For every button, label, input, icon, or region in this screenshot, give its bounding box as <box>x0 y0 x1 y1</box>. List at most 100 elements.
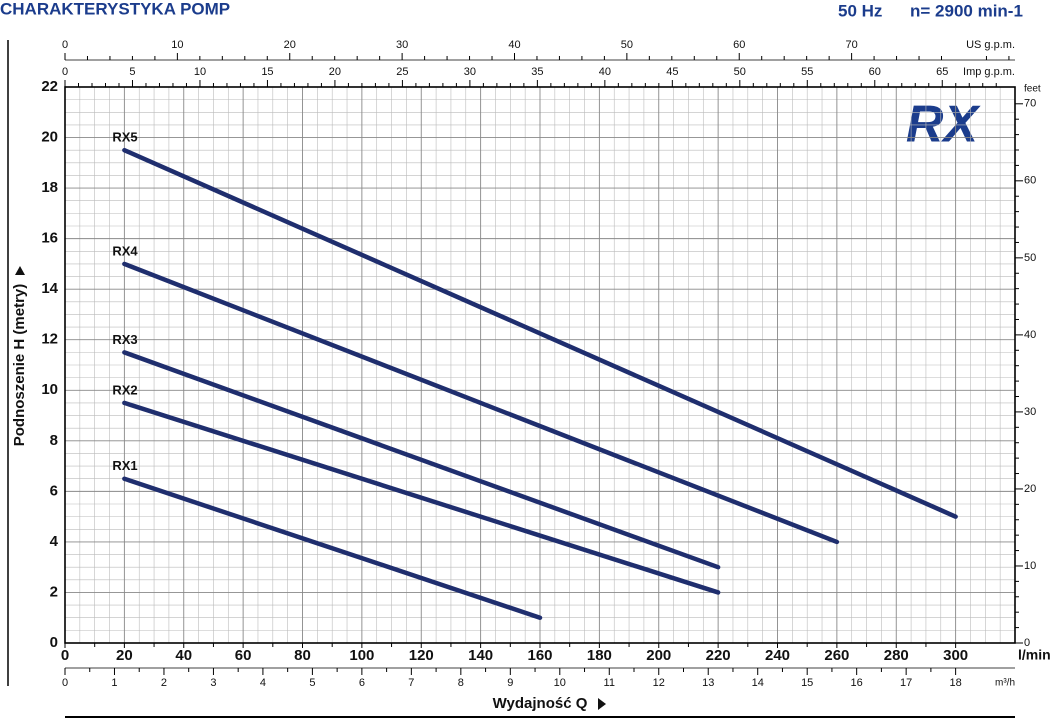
bottom-tick-label: 18 <box>950 677 962 689</box>
bottom-tick-label: 16 <box>851 677 863 689</box>
arrow <box>598 698 606 710</box>
y-tick-label: 18 <box>41 179 58 196</box>
top-tick-label: 40 <box>508 39 520 51</box>
top-tick-label: 60 <box>733 39 745 51</box>
top-tick-label: 5 <box>129 66 135 78</box>
series-line <box>122 261 840 545</box>
series-label: RX2 <box>112 382 137 397</box>
y-tick-label: 14 <box>41 280 58 297</box>
x-tick-label: 300 <box>943 647 968 664</box>
top-tick-label: 30 <box>464 66 476 78</box>
x-tick-label: 220 <box>706 647 731 664</box>
chart-title: CHARAKTERYSTYKA POMP <box>0 0 230 18</box>
top-tick-label: 25 <box>396 66 408 78</box>
series-line <box>122 147 958 519</box>
top-tick-label: 65 <box>936 66 948 78</box>
series-label: RX1 <box>112 458 137 473</box>
series-line <box>122 350 721 570</box>
x-tick-label: 260 <box>824 647 849 664</box>
series-label: RX4 <box>112 243 138 258</box>
bottom-tick-label: 7 <box>408 677 414 689</box>
bottom-tick-label: 2 <box>161 677 167 689</box>
top-tick-label: 30 <box>396 39 408 51</box>
top-tick-label: 60 <box>869 66 881 78</box>
bottom-tick-label: 0 <box>62 677 68 689</box>
x-tick-label: 20 <box>116 647 133 664</box>
x-tick-label: 160 <box>527 647 552 664</box>
top-tick-label: 20 <box>284 39 296 51</box>
top-tick-label: 15 <box>261 66 273 78</box>
top-tick-label: 10 <box>194 66 206 78</box>
frequency: 50 Hz <box>838 1 882 20</box>
bottom-axis-unit: m³/h <box>995 678 1015 689</box>
top-tick-label: 50 <box>621 39 633 51</box>
y-tick-label: 10 <box>41 381 58 398</box>
y-tick-label: 6 <box>50 482 58 499</box>
x-tick-label: 240 <box>765 647 790 664</box>
series-line <box>122 476 543 620</box>
y2-unit: feet <box>1024 84 1041 95</box>
x-tick-label: 60 <box>235 647 252 664</box>
top-tick-label: 0 <box>62 66 68 78</box>
bottom-tick-label: 6 <box>359 677 365 689</box>
x-tick-label: 200 <box>646 647 671 664</box>
y-tick-label: 4 <box>50 533 59 550</box>
x-unit: l/min <box>1018 647 1051 663</box>
y2-tick-label: 10 <box>1024 560 1036 572</box>
x-axis-title: Wydajność Q <box>493 695 588 712</box>
top-tick-label: 35 <box>531 66 543 78</box>
top-tick-label: 40 <box>599 66 611 78</box>
bottom-tick-label: 14 <box>752 677 764 689</box>
y2-tick-label: 40 <box>1024 329 1036 341</box>
series-label: RX3 <box>112 332 137 347</box>
top-tick-label: 10 <box>171 39 183 51</box>
bottom-tick-label: 3 <box>210 677 216 689</box>
x-tick-label: 280 <box>884 647 909 664</box>
y2-tick-label: 50 <box>1024 252 1036 264</box>
y2-tick-label: 30 <box>1024 406 1036 418</box>
top-axis-unit: Imp g.p.m. <box>963 66 1015 78</box>
x-tick-label: 120 <box>409 647 434 664</box>
y-axis-title: Podnoszenie H (metry) <box>11 284 28 447</box>
arrow <box>15 266 25 275</box>
x-tick-label: 180 <box>587 647 612 664</box>
bottom-tick-label: 9 <box>507 677 513 689</box>
x-tick-label: 80 <box>294 647 311 664</box>
top-tick-label: 50 <box>734 66 746 78</box>
top-tick-label: 55 <box>801 66 813 78</box>
x-tick-label: 0 <box>61 647 69 664</box>
series-label: RX5 <box>112 130 137 145</box>
bottom-tick-label: 10 <box>554 677 566 689</box>
y2-tick-label: 70 <box>1024 98 1036 110</box>
bottom-tick-label: 5 <box>309 677 315 689</box>
bottom-tick-label: 11 <box>604 677 615 689</box>
series-line <box>122 400 721 595</box>
x-tick-label: 140 <box>468 647 493 664</box>
bottom-tick-label: 1 <box>111 677 117 689</box>
bottom-tick-label: 4 <box>260 677 266 689</box>
top-axis-unit: US g.p.m. <box>966 39 1015 51</box>
y-tick-label: 16 <box>41 230 58 247</box>
y-tick-label: 20 <box>41 129 58 146</box>
y2-tick-label: 20 <box>1024 483 1036 495</box>
bottom-tick-label: 15 <box>801 677 813 689</box>
y-tick-label: 2 <box>50 583 58 600</box>
top-tick-label: 20 <box>329 66 341 78</box>
x-tick-label: 40 <box>175 647 192 664</box>
y-tick-label: 8 <box>50 432 58 449</box>
top-tick-label: 70 <box>845 39 857 51</box>
top-tick-label: 0 <box>62 39 68 51</box>
speed: n= 2900 min-1 <box>910 1 1023 20</box>
bottom-tick-label: 8 <box>458 677 464 689</box>
y2-tick-label: 60 <box>1024 175 1036 187</box>
x-tick-label: 100 <box>349 647 374 664</box>
y-tick-label: 0 <box>50 634 58 651</box>
bottom-tick-label: 13 <box>702 677 714 689</box>
bottom-tick-label: 17 <box>900 677 912 689</box>
y-tick-label: 12 <box>41 331 58 348</box>
bottom-tick-label: 12 <box>653 677 665 689</box>
top-tick-label: 45 <box>666 66 678 78</box>
y-tick-label: 22 <box>41 78 58 95</box>
y2-tick-label: 0 <box>1024 637 1030 649</box>
